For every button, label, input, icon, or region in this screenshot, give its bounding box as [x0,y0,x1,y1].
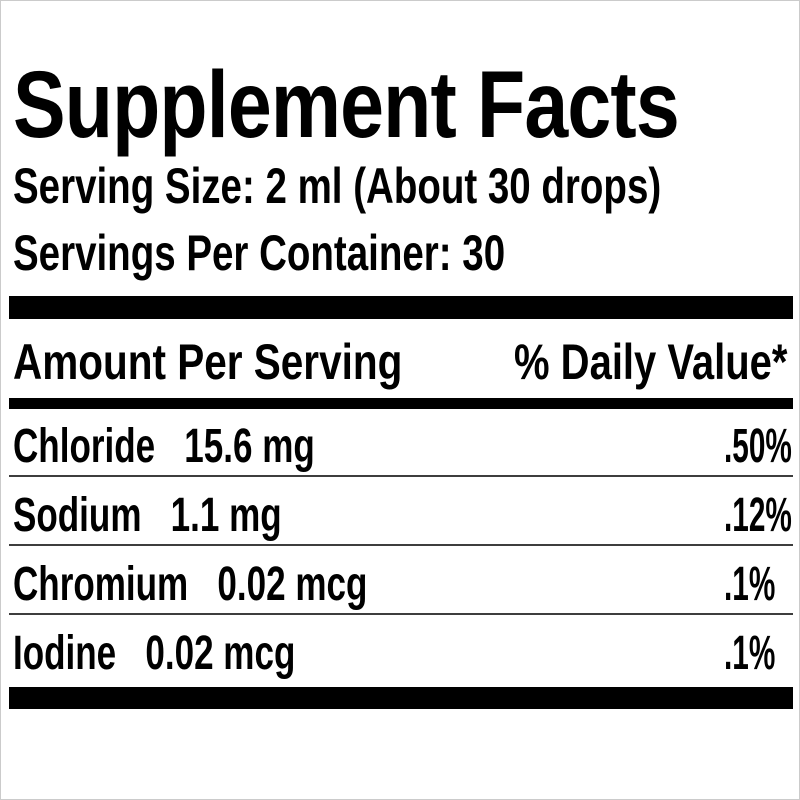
row-divider [9,475,793,477]
nutrient-left: Chloride 15.6 mg [13,423,315,471]
nutrient-daily-value: .1% [724,627,776,680]
nutrient-daily-value: .12% [724,489,792,542]
nutrient-left: Sodium 1.1 mg [13,492,282,540]
row-divider [9,544,793,546]
serving-size-text: Serving Size: 2 ml (About 30 drops) [13,158,662,214]
nutrient-row-chromium: Chromium 0.02 mcg .1% [13,561,791,609]
nutrient-row-sodium: Sodium 1.1 mg .12% [13,489,792,542]
nutrient-name: Chromium [13,558,189,611]
serving-size-line: Serving Size: 2 ml (About 30 drops) [13,158,799,214]
row-divider [9,613,793,615]
nutrient-amount: 15.6 mg [184,420,315,473]
nutrient-amount: 0.02 mcg [145,627,296,680]
nutrient-row-chloride: Chloride 15.6 mg .50% [13,420,792,473]
nutrient-left: Chromium 0.02 mcg [13,561,367,609]
nutrient-row-iodine: Iodine 0.02 mcg .1% [13,630,791,678]
nutrient-amount: 0.02 mcg [217,558,368,611]
column-header-row: Amount Per Serving % Daily Value* [13,337,791,387]
nutrient-amount: 1.1 mg [170,489,282,542]
thick-separator-bottom [9,687,793,709]
panel-title: Supplement Facts [13,52,799,158]
amount-per-serving-header: Amount Per Serving [13,334,403,390]
nutrient-name: Iodine [13,627,117,680]
nutrient-left: Iodine 0.02 mcg [13,630,295,678]
nutrient-name: Sodium [13,489,142,542]
panel-title-text: Supplement Facts [13,52,680,158]
daily-value-header: % Daily Value* [514,334,788,390]
header-separator-bar [9,398,793,409]
servings-per-container-line: Servings Per Container: 30 [13,228,652,278]
nutrient-daily-value: .1% [724,558,776,611]
nutrient-daily-value: .50% [724,420,792,473]
servings-per-container-text: Servings Per Container: 30 [13,225,506,281]
thick-separator-top [9,296,793,319]
nutrient-name: Chloride [13,420,156,473]
